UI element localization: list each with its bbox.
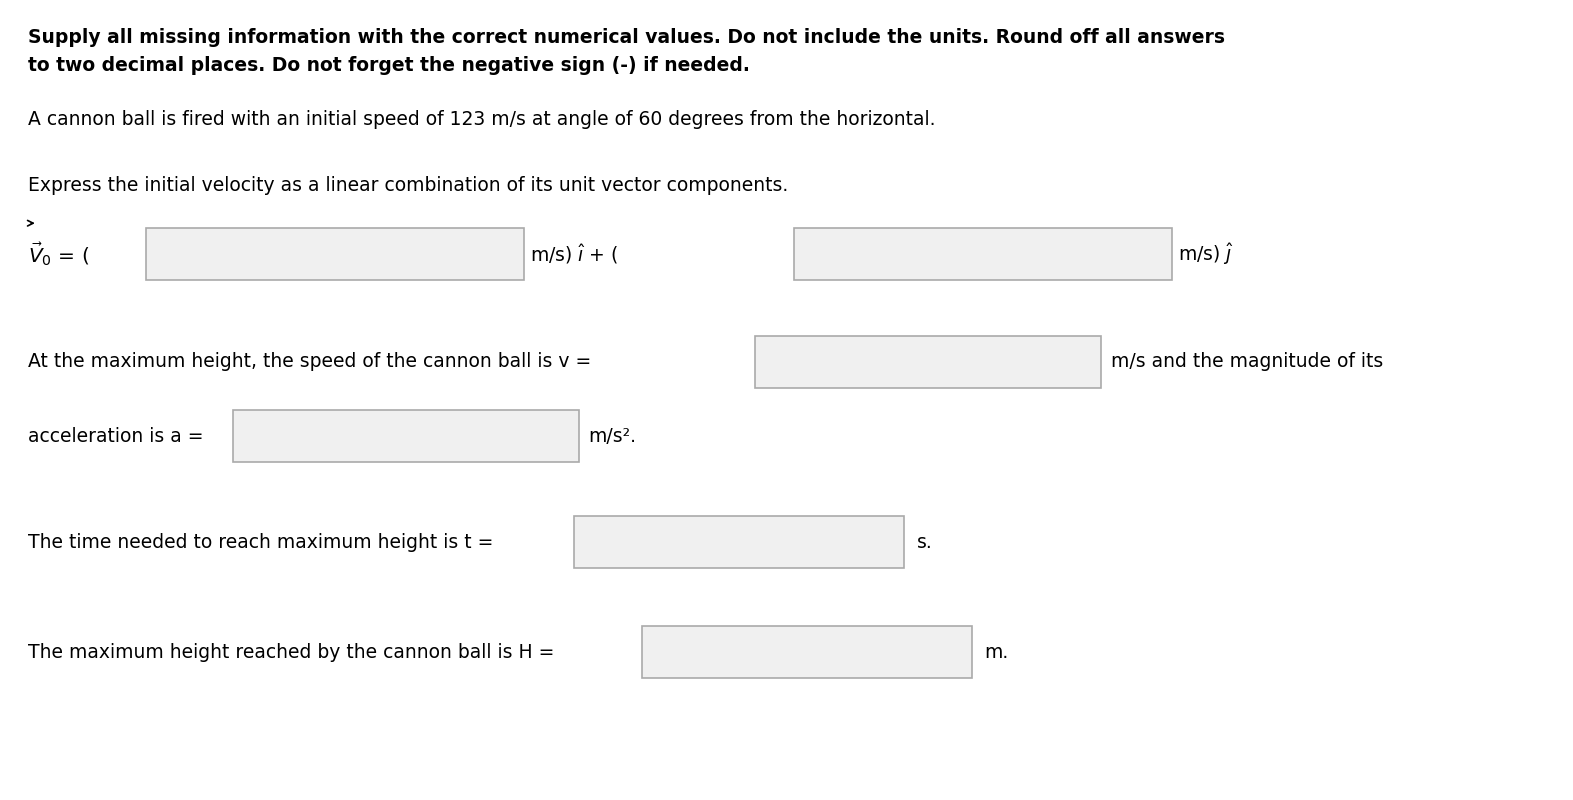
FancyBboxPatch shape xyxy=(794,227,1172,279)
FancyBboxPatch shape xyxy=(574,517,904,568)
FancyBboxPatch shape xyxy=(642,626,972,678)
Text: Supply all missing information with the correct numerical values. Do not include: Supply all missing information with the … xyxy=(28,28,1225,47)
FancyBboxPatch shape xyxy=(146,227,524,279)
Text: m/s².: m/s². xyxy=(588,426,637,446)
Text: The maximum height reached by the cannon ball is H =: The maximum height reached by the cannon… xyxy=(28,642,555,662)
Text: At the maximum height, the speed of the cannon ball is v =: At the maximum height, the speed of the … xyxy=(28,352,591,371)
Text: m.: m. xyxy=(985,642,1008,662)
Text: acceleration is a =: acceleration is a = xyxy=(28,426,204,446)
Text: A cannon ball is fired with an initial speed of 123 m/s at angle of 60 degrees f: A cannon ball is fired with an initial s… xyxy=(28,110,936,130)
Text: $\vec{V}_0$ = (: $\vec{V}_0$ = ( xyxy=(28,240,90,267)
Text: m/s and the magnitude of its: m/s and the magnitude of its xyxy=(1111,352,1383,371)
Text: Express the initial velocity as a linear combination of its unit vector componen: Express the initial velocity as a linear… xyxy=(28,176,788,195)
Text: m/s) $\hat{\jmath}$: m/s) $\hat{\jmath}$ xyxy=(1178,241,1233,266)
FancyBboxPatch shape xyxy=(233,410,579,462)
FancyBboxPatch shape xyxy=(755,336,1101,387)
Text: m/s) $\hat{\imath}$ + (: m/s) $\hat{\imath}$ + ( xyxy=(530,242,618,266)
Text: to two decimal places. Do not forget the negative sign (-) if needed.: to two decimal places. Do not forget the… xyxy=(28,56,750,75)
Text: s.: s. xyxy=(917,533,933,552)
Text: The time needed to reach maximum height is t =: The time needed to reach maximum height … xyxy=(28,533,494,552)
